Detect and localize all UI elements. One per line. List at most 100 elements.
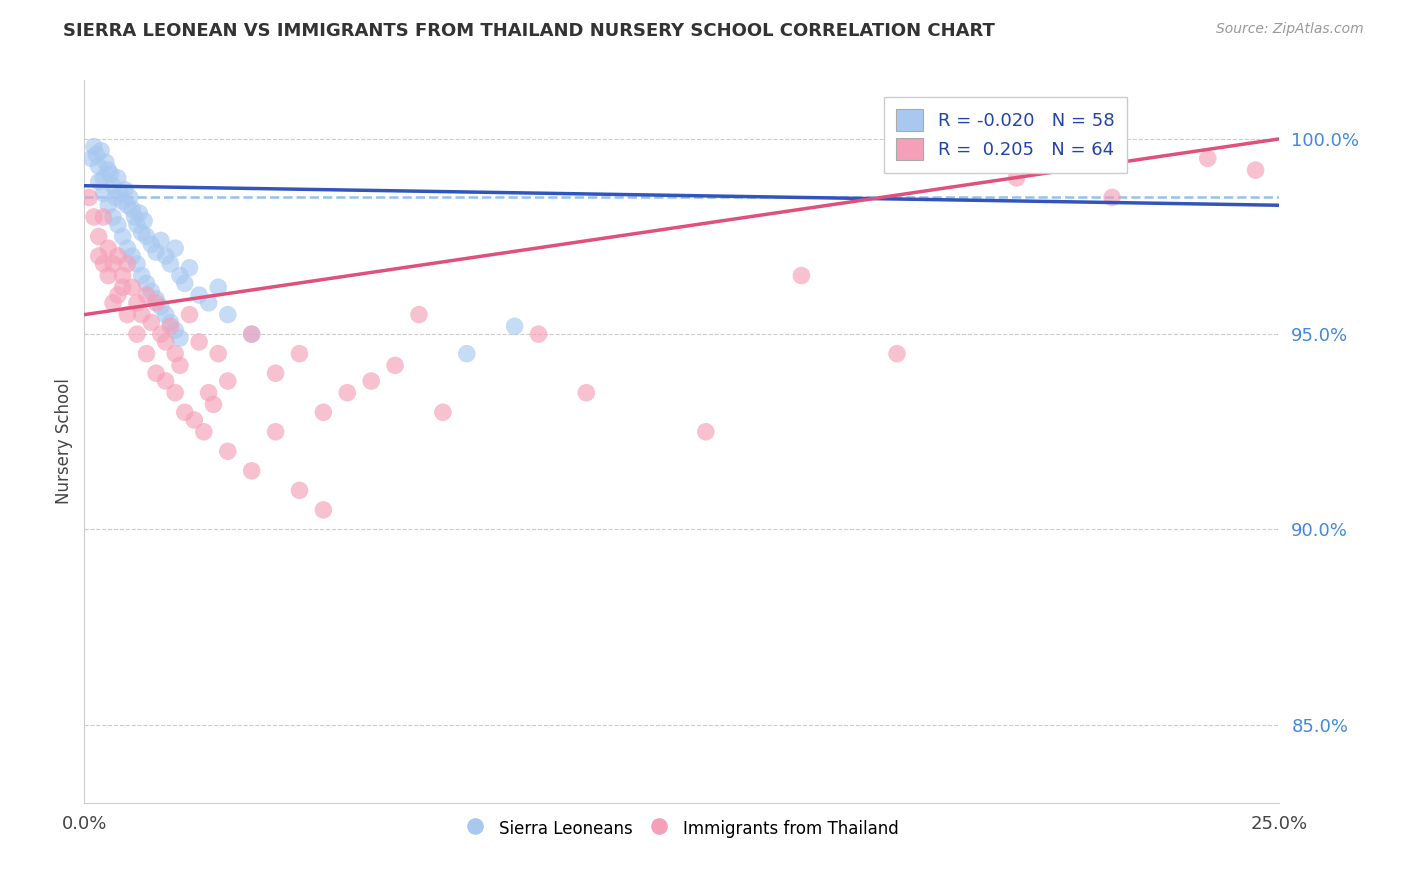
Point [100, 167, 122, 181]
Text: Source: ZipAtlas.com: Source: ZipAtlas.com [1216, 22, 1364, 37]
Point [111, 280, 134, 294]
Point [97, 241, 120, 255]
Point [155, 308, 177, 322]
Point [149, 300, 172, 314]
Point [87, 159, 110, 173]
Point [264, 366, 287, 380]
Point [288, 346, 311, 360]
Point [179, 260, 201, 275]
Point [527, 327, 550, 342]
Point [80, 152, 103, 166]
Point [1197, 152, 1219, 166]
Point [207, 346, 229, 360]
Point [131, 268, 153, 283]
Point [117, 308, 139, 322]
Point [360, 374, 382, 388]
Point [107, 288, 129, 302]
Point [132, 214, 156, 228]
Point [131, 226, 153, 240]
Point [288, 483, 311, 498]
Point [169, 331, 191, 345]
Legend: Sierra Leoneans, Immigrants from Thailand: Sierra Leoneans, Immigrants from Thailan… [458, 812, 905, 845]
Point [173, 405, 195, 419]
Point [135, 346, 157, 360]
Point [155, 249, 177, 263]
Point [240, 327, 263, 342]
Point [790, 268, 813, 283]
Point [117, 198, 139, 212]
Point [1244, 163, 1267, 178]
Point [128, 206, 150, 220]
Point [101, 296, 124, 310]
Point [183, 413, 205, 427]
Point [141, 315, 163, 329]
Point [312, 405, 335, 419]
Text: SIERRA LEONEAN VS IMMIGRANTS FROM THAILAND NURSERY SCHOOL CORRELATION CHART: SIERRA LEONEAN VS IMMIGRANTS FROM THAILA… [63, 22, 995, 40]
Point [217, 374, 239, 388]
Point [202, 397, 225, 411]
Point [121, 249, 143, 263]
Point [77, 190, 100, 204]
Point [336, 385, 359, 400]
Point [240, 464, 263, 478]
Point [125, 257, 148, 271]
Point [114, 183, 136, 197]
Point [217, 444, 239, 458]
Point [169, 359, 191, 373]
Point [101, 178, 124, 193]
Point [97, 268, 120, 283]
Point [93, 170, 115, 185]
Point [159, 257, 181, 271]
Point [111, 194, 134, 209]
Point [149, 234, 172, 248]
Point [886, 346, 908, 360]
Point [107, 218, 129, 232]
Point [111, 268, 134, 283]
Point [1101, 190, 1123, 204]
Point [456, 346, 478, 360]
Point [197, 296, 219, 310]
Point [118, 190, 141, 204]
Point [169, 268, 191, 283]
Point [107, 249, 129, 263]
Point [217, 308, 239, 322]
Point [155, 374, 177, 388]
Point [173, 277, 195, 291]
Point [121, 280, 143, 294]
Point [86, 147, 108, 161]
Point [312, 503, 335, 517]
Point [503, 319, 526, 334]
Point [104, 190, 127, 204]
Point [188, 334, 211, 349]
Point [145, 296, 167, 310]
Point [101, 257, 124, 271]
Point [94, 155, 117, 169]
Point [97, 163, 120, 178]
Point [124, 210, 146, 224]
Point [83, 210, 105, 224]
Point [159, 319, 181, 334]
Point [240, 327, 263, 342]
Point [432, 405, 454, 419]
Point [264, 425, 287, 439]
Point [384, 359, 406, 373]
Point [135, 277, 157, 291]
Point [165, 385, 187, 400]
Point [179, 308, 201, 322]
Point [101, 210, 124, 224]
Point [90, 144, 112, 158]
Point [121, 202, 143, 216]
Point [117, 241, 139, 255]
Point [408, 308, 430, 322]
Point [197, 385, 219, 400]
Point [93, 257, 115, 271]
Point [695, 425, 717, 439]
Point [131, 308, 153, 322]
Point [93, 186, 115, 201]
Point [141, 284, 163, 298]
Point [107, 170, 129, 185]
Point [125, 218, 148, 232]
Point [87, 229, 110, 244]
Point [135, 229, 157, 244]
Point [111, 229, 134, 244]
